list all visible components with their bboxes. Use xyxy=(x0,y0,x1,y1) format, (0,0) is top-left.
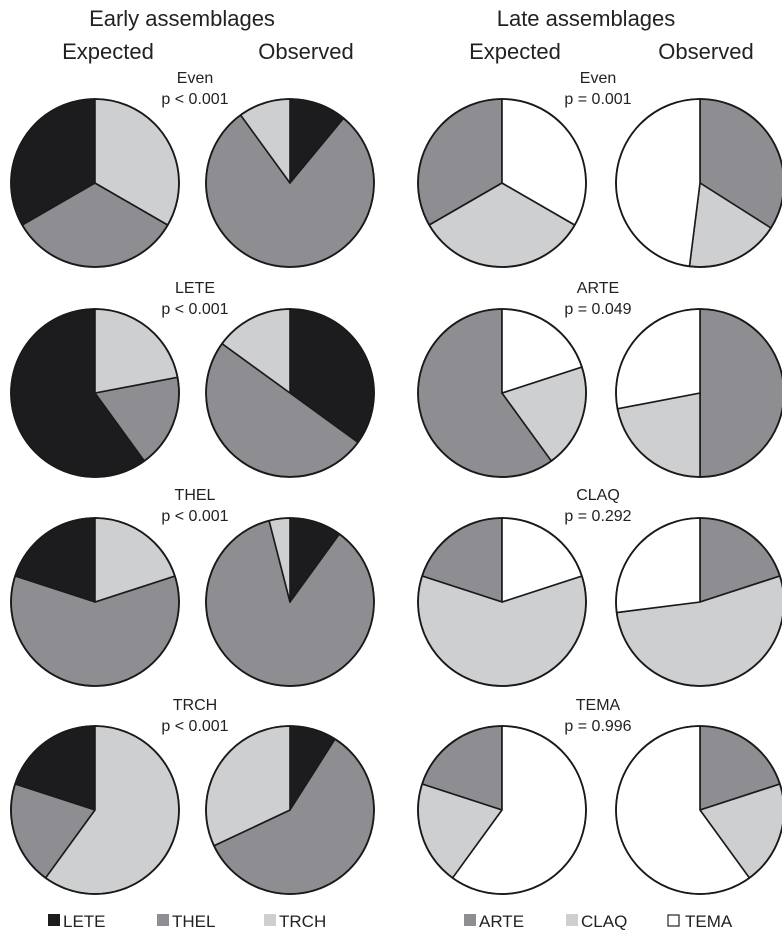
pie-outline xyxy=(205,517,375,687)
pie-outline xyxy=(615,725,782,895)
early-row-label: TRCH xyxy=(173,697,217,714)
early-row-pvalue: p < 0.001 xyxy=(161,718,228,735)
legend-swatch-trch xyxy=(264,914,276,926)
early-row-pvalue: p < 0.001 xyxy=(161,91,228,108)
late-panel-title: Late assemblages xyxy=(497,6,676,31)
pie-outline xyxy=(10,98,180,268)
legend-swatch-thel xyxy=(157,914,169,926)
late-row-label: ARTE xyxy=(577,280,619,297)
pie-slice-late-observed-row2-arte xyxy=(699,308,782,478)
late-row-label: CLAQ xyxy=(576,487,620,504)
early-observed-label: Observed xyxy=(258,39,353,64)
pie-outline xyxy=(10,308,180,478)
pie-outline xyxy=(615,98,782,268)
early-panel-title: Early assemblages xyxy=(89,6,275,31)
legend-label-trch: TRCH xyxy=(279,912,326,931)
legend: LETE THEL TRCH ARTE CLAQ TEMA xyxy=(48,912,733,931)
late-row-pvalue: p = 0.292 xyxy=(564,508,631,525)
pie-outline xyxy=(205,308,375,478)
late-expected-label: Expected xyxy=(469,39,561,64)
late-row-pvalue: p = 0.001 xyxy=(564,91,631,108)
legend-label-claq: CLAQ xyxy=(581,912,627,931)
legend-swatch-lete xyxy=(48,914,60,926)
legend-label-lete: LETE xyxy=(63,912,106,931)
pie-outline xyxy=(10,517,180,687)
pie-grid xyxy=(10,98,782,895)
legend-swatch-arte xyxy=(464,914,476,926)
legend-swatch-claq xyxy=(566,914,578,926)
pie-outline xyxy=(205,725,375,895)
legend-swatch-tema xyxy=(667,914,680,927)
late-row-pvalue: p = 0.049 xyxy=(564,301,631,318)
pie-outline xyxy=(417,308,587,478)
late-row-label: Even xyxy=(580,70,616,87)
pie-outline xyxy=(205,98,375,268)
legend-label-arte: ARTE xyxy=(479,912,524,931)
pie-outline xyxy=(615,517,782,687)
early-row-pvalue: p < 0.001 xyxy=(161,508,228,525)
pie-slice-late-observed-row2-tema xyxy=(615,308,701,410)
pie-slice-late-observed-row1-tema xyxy=(615,98,701,268)
early-row-pvalue: p < 0.001 xyxy=(161,301,228,318)
legend-label-thel: THEL xyxy=(172,912,215,931)
early-row-label: THEL xyxy=(175,487,216,504)
pie-outline xyxy=(10,725,180,895)
pie-outline xyxy=(615,308,782,478)
pie-outline xyxy=(417,725,587,895)
early-row-label: LETE xyxy=(175,280,215,297)
late-row-label: TEMA xyxy=(576,697,621,714)
pie-slice-late-observed-row3-tema xyxy=(615,517,701,614)
late-observed-label: Observed xyxy=(658,39,753,64)
pie-outline xyxy=(417,517,587,687)
pie-slice-early-expected-row2-trch xyxy=(94,308,179,394)
early-row-label: Even xyxy=(177,70,213,87)
late-row-pvalue: p = 0.996 xyxy=(564,718,631,735)
legend-label-tema: TEMA xyxy=(685,912,733,931)
pie-outline xyxy=(417,98,587,268)
early-expected-label: Expected xyxy=(62,39,154,64)
